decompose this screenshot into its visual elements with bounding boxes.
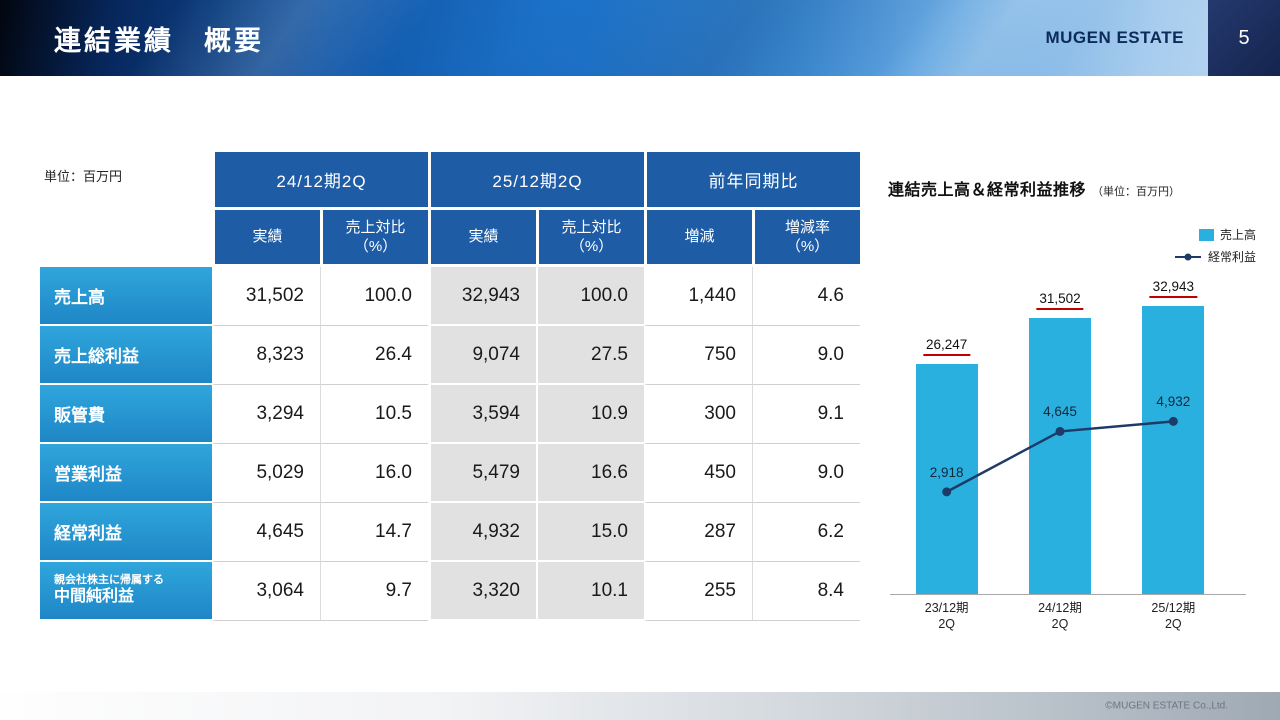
chart-title-row: 連結売上高＆経常利益推移 （単位：百万円） <box>884 176 1266 200</box>
row-label: 売上総利益 <box>40 326 212 385</box>
col-group-yoy: 前年同期比 <box>644 152 860 210</box>
table-cell: 255 <box>644 562 752 621</box>
table-grid: 単位：百万円 24/12期2Q 25/12期2Q 前年同期比 実績 売上対比 （… <box>40 152 860 621</box>
table-cell: 27.5 <box>536 326 644 385</box>
legend-label-sales: 売上高 <box>1219 228 1256 242</box>
table-cell: 3,594 <box>428 385 536 444</box>
subheader-actual-24: 実績 <box>212 210 320 267</box>
copyright: ©MUGEN ESTATE Co.,Ltd. <box>1105 700 1228 712</box>
subheader-ratio-24: 売上対比 （%） <box>320 210 428 267</box>
x-axis-label: 24/12期 2Q <box>1038 601 1082 632</box>
bar-sales-2 <box>1142 306 1205 594</box>
footer-bar: ©MUGEN ESTATE Co.,Ltd. <box>0 692 1280 720</box>
subheader-ratio-25: 売上対比 （%） <box>536 210 644 267</box>
table-cell: 9.0 <box>752 326 860 385</box>
table-cell: 4,645 <box>212 503 320 562</box>
chart-title: 連結売上高＆経常利益推移 <box>888 182 1087 199</box>
col-group-25-12: 25/12期2Q <box>428 152 644 210</box>
table-cell: 6.2 <box>752 503 860 562</box>
legend-label-profit: 経常利益 <box>1207 250 1256 264</box>
table-cell: 9.7 <box>320 562 428 621</box>
table-cell: 26.4 <box>320 326 428 385</box>
row-label: 親会社株主に帰属する 中間純利益 <box>40 562 212 621</box>
legend-item-profit: 経常利益 <box>1174 248 1256 265</box>
table-cell: 15.0 <box>536 503 644 562</box>
table-cell: 16.0 <box>320 444 428 503</box>
table-cell: 10.1 <box>536 562 644 621</box>
table-cell: 9.0 <box>752 444 860 503</box>
header-bar: 連結業績 概要 MUGEN ESTATE 5 <box>0 0 1280 76</box>
table-cell: 10.9 <box>536 385 644 444</box>
table-cell: 31,502 <box>212 267 320 326</box>
chart-legend: 売上高 経常利益 <box>1174 226 1256 265</box>
row-label: 販管費 <box>40 385 212 444</box>
table-cell: 8.4 <box>752 562 860 621</box>
table-cell: 4.6 <box>752 267 860 326</box>
subheader-actual-25: 実績 <box>428 210 536 267</box>
table-cell: 300 <box>644 385 752 444</box>
page-title: 連結業績 概要 <box>54 25 264 56</box>
legend-item-sales: 売上高 <box>1174 226 1256 243</box>
table-cell: 1,440 <box>644 267 752 326</box>
table-cell: 9,074 <box>428 326 536 385</box>
chart-section: 連結売上高＆経常利益推移 （単位：百万円） 売上高 経常利益 26,247 31,… <box>884 176 1266 646</box>
line-value-label: 4,932 <box>1156 394 1191 410</box>
table-cell: 16.6 <box>536 444 644 503</box>
table-cell: 100.0 <box>536 267 644 326</box>
table-cell: 32,943 <box>428 267 536 326</box>
line-value-label: 4,645 <box>1043 404 1077 420</box>
line-series-profit <box>942 416 1178 497</box>
table-cell: 14.7 <box>320 503 428 562</box>
table-cell: 5,479 <box>428 444 536 503</box>
table-cell: 4,932 <box>428 503 536 562</box>
table-cell: 10.5 <box>320 385 428 444</box>
x-axis-label: 23/12期 2Q <box>924 601 969 632</box>
bar-value-label: 26,247 <box>923 337 971 356</box>
chart-plot: 26,247 31,502 32,943 2,918 4,645 4,932 <box>890 279 1246 595</box>
line-value-label: 2,918 <box>929 464 964 480</box>
table-cell: 8,323 <box>212 326 320 385</box>
x-axis-label: 25/12期 2Q <box>1151 601 1196 632</box>
legend-bar-swatch <box>1198 228 1214 241</box>
mugen-estate-logo: MUGEN ESTATE <box>1045 28 1184 47</box>
row-label: 売上高 <box>40 267 212 326</box>
table-cell: 9.1 <box>752 385 860 444</box>
subheader-change-rate: 増減率 （%） <box>752 210 860 267</box>
table-cell: 287 <box>644 503 752 562</box>
subheader-change: 増減 <box>644 210 752 267</box>
chart-unit-label: （単位：百万円） <box>1092 186 1181 198</box>
col-group-24-12: 24/12期2Q <box>212 152 428 210</box>
table-cell: 3,064 <box>212 562 320 621</box>
table-cell: 450 <box>644 444 752 503</box>
table-cell: 750 <box>644 326 752 385</box>
table-cell: 100.0 <box>320 267 428 326</box>
table-cell: 3,294 <box>212 385 320 444</box>
page-number: 5 <box>1208 0 1280 76</box>
bar-sales-1 <box>1029 318 1091 594</box>
bar-value-label: 31,502 <box>1036 291 1084 310</box>
table-cell: 3,320 <box>428 562 536 621</box>
unit-label: 単位：百万円 <box>40 152 212 267</box>
table-cell: 5,029 <box>212 444 320 503</box>
bar-value-label: 32,943 <box>1149 279 1197 298</box>
legend-line-swatch <box>1174 251 1202 263</box>
bar-sales-0 <box>915 364 978 594</box>
chart-xaxis: 23/12期 2Q 24/12期 2Q 25/12期 2Q <box>890 600 1230 633</box>
row-label: 営業利益 <box>40 444 212 503</box>
row-label: 経常利益 <box>40 503 212 562</box>
